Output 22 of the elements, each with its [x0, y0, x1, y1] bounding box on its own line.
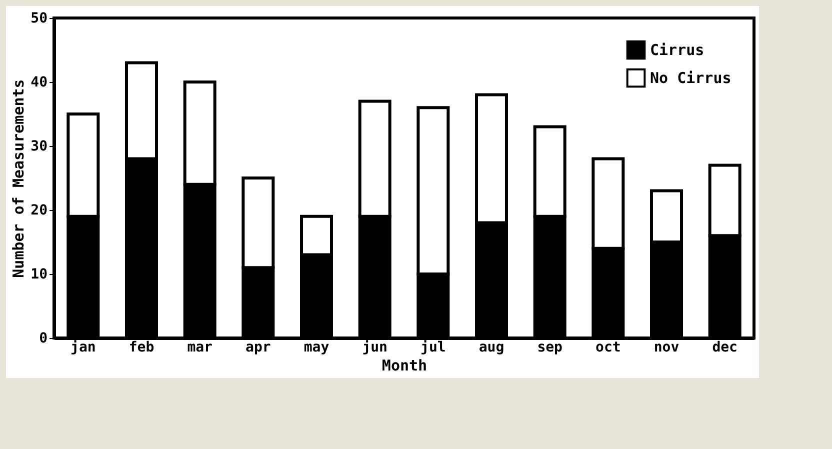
- x-tick-label: jun: [362, 340, 388, 356]
- legend-label: Cirrus: [650, 41, 704, 59]
- x-tick-label: oct: [596, 340, 621, 356]
- x-tick-label: jan: [70, 340, 96, 356]
- y-tick-label: 20: [30, 202, 48, 218]
- y-tick-label: 50: [30, 10, 48, 26]
- x-tick-label: aug: [478, 340, 504, 356]
- x-tick-label: may: [304, 340, 330, 356]
- y-tick-label: 0: [39, 330, 48, 346]
- legend-label: No Cirrus: [650, 69, 732, 87]
- y-tick-label: 30: [30, 138, 48, 154]
- y-tick-label: 10: [30, 266, 48, 282]
- x-tick-label: dec: [712, 340, 738, 356]
- x-axis-title: Month: [382, 356, 428, 374]
- x-tick-label: apr: [246, 340, 271, 356]
- y-axis-title: Number of Measurements: [10, 79, 28, 278]
- x-tick-label: sep: [537, 340, 562, 356]
- x-tick-label: feb: [128, 340, 154, 356]
- x-tick-label: mar: [187, 340, 212, 356]
- x-tick-label: nov: [654, 340, 680, 356]
- x-tick-label: jul: [420, 340, 446, 356]
- y-tick-label: 40: [30, 74, 48, 90]
